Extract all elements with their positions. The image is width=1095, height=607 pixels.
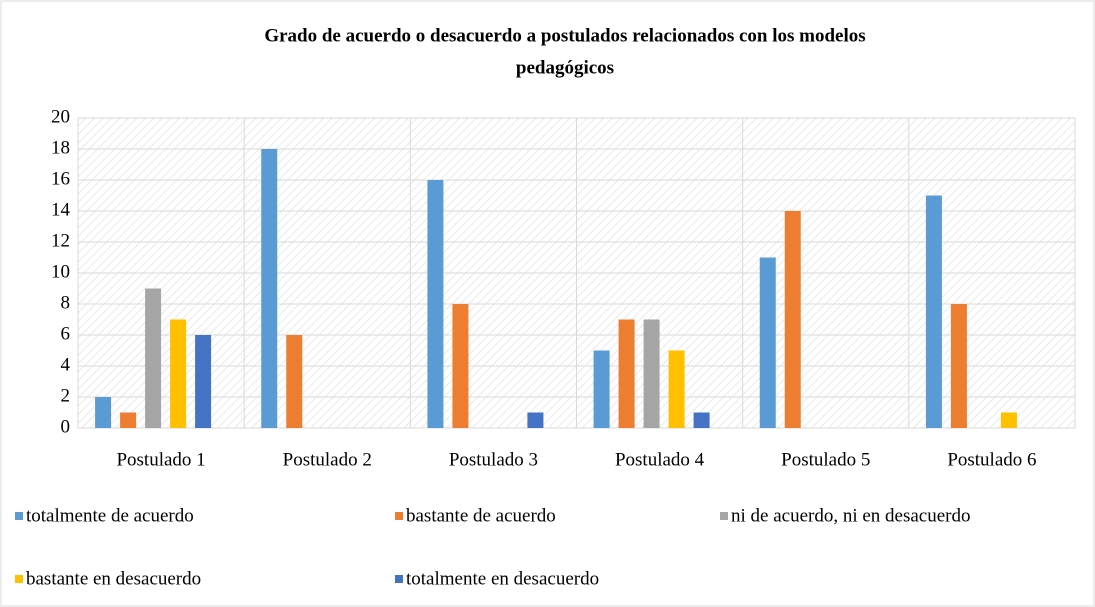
y-tick-label: 0: [61, 416, 71, 437]
bar: [286, 335, 303, 428]
legend-swatch: [720, 512, 728, 520]
legend-swatch: [15, 512, 23, 520]
y-tick-label: 6: [61, 323, 71, 344]
bar: [195, 335, 212, 428]
bar: [170, 319, 187, 428]
bar: [925, 195, 942, 428]
y-tick-label: 20: [51, 106, 70, 127]
y-tick-label: 4: [61, 354, 71, 375]
legend-swatch: [395, 575, 403, 583]
legend-label: ni de acuerdo, ni en desacuerdo: [731, 505, 971, 526]
bar: [618, 319, 635, 428]
x-tick-label: Postulado 2: [283, 449, 372, 470]
bar: [950, 304, 967, 428]
y-tick-label: 10: [51, 261, 70, 282]
y-tick-label: 12: [51, 230, 70, 251]
bar: [527, 412, 544, 428]
y-tick-label: 18: [51, 137, 70, 158]
legend-label: totalmente de acuerdo: [26, 505, 194, 526]
bar: [145, 288, 162, 428]
x-tick-label: Postulado 3: [449, 449, 538, 470]
legend-label: bastante en desacuerdo: [26, 568, 201, 589]
bar: [427, 180, 444, 428]
x-tick-label: Postulado 6: [947, 449, 1036, 470]
x-tick-label: Postulado 5: [781, 449, 870, 470]
bar: [593, 350, 610, 428]
chart-title: Grado de acuerdo o desacuerdo a postulad…: [264, 25, 865, 46]
bar: [693, 412, 710, 428]
bar: [261, 149, 278, 428]
bar: [668, 350, 685, 428]
bar: [452, 304, 469, 428]
legend-swatch: [15, 575, 23, 583]
bar: [784, 211, 801, 428]
bar: [95, 397, 112, 428]
y-tick-label: 8: [61, 292, 71, 313]
bar: [1000, 412, 1017, 428]
y-tick-label: 2: [61, 385, 71, 406]
x-tick-label: Postulado 1: [116, 449, 205, 470]
bar: [759, 257, 776, 428]
x-tick-label: Postulado 4: [615, 449, 705, 470]
bar: [120, 412, 137, 428]
legend-label: totalmente en desacuerdo: [406, 568, 599, 589]
y-tick-label: 16: [51, 168, 70, 189]
bar: [643, 319, 660, 428]
chart-title: pedagógicos: [516, 57, 614, 78]
legend-swatch: [395, 512, 403, 520]
legend-label: bastante de acuerdo: [406, 505, 556, 526]
y-tick-label: 14: [51, 199, 71, 220]
